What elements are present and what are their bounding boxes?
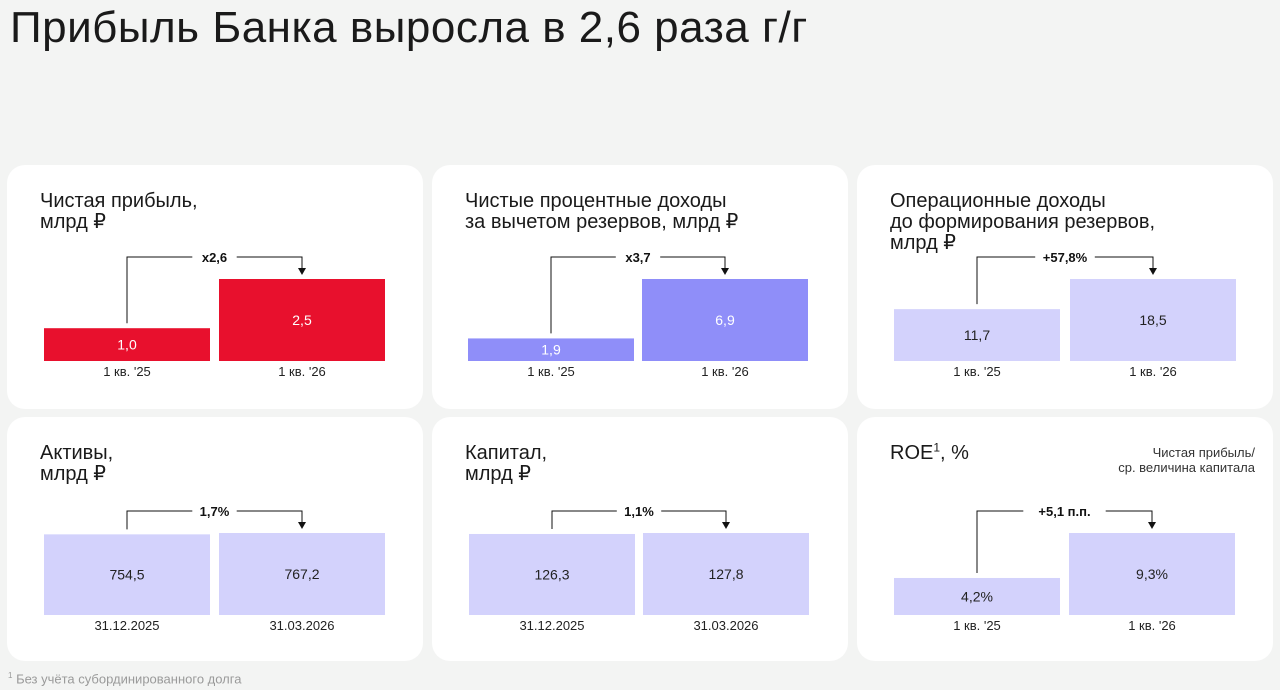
bar-value-label: 127,8	[708, 566, 743, 582]
arrow-down-icon	[722, 522, 730, 529]
category-label: 1 кв. '25	[527, 364, 575, 379]
chart-title-line: млрд ₽	[890, 232, 957, 254]
bar-value-label: 767,2	[284, 566, 319, 582]
arrow-down-icon	[721, 268, 729, 275]
bar-value-label: 6,9	[715, 312, 735, 328]
chart-title-line: млрд ₽	[465, 463, 532, 485]
change-connector: x3,7	[550, 248, 729, 334]
roe-formula-note: Чистая прибыль/ ср. величина капитала	[1118, 445, 1255, 475]
change-connector: x2,6	[126, 248, 306, 324]
bar-1	[894, 309, 1060, 361]
chart-title: Активы, млрд ₽	[40, 443, 113, 485]
arrow-down-icon	[1148, 522, 1156, 529]
change-label-bg	[1023, 502, 1106, 520]
change-label: 1,7%	[200, 504, 230, 519]
change-connector: 1,1%	[551, 502, 730, 529]
category-label: 1 кв. '25	[953, 364, 1001, 379]
chart-title: ROE1, %	[890, 440, 969, 464]
chart-title: Операционные доходы до формирования резе…	[890, 191, 1155, 254]
arrow-down-icon	[298, 268, 306, 275]
chart-title: Чистые процентные доходы за вычетом резе…	[465, 191, 738, 233]
chart-title-line: Активы,	[40, 442, 114, 464]
roe-bar-chart: 4,2% 1 кв. '25 9,3% 1 кв. '26 +5,1 п.п.	[894, 502, 1235, 633]
chart-card-net-profit: Чистая прибыль, млрд ₽ 1,0 1 кв. '25 2,5 1 …	[7, 165, 423, 409]
assets-bar-chart: 754,5 31.12.2025 767,2 31.03.2026 1,7%	[44, 502, 385, 633]
operating-income-bar-chart: 11,7 1 кв. '25 18,5 1 кв. '26 +57,8%	[894, 248, 1236, 379]
chart-title-line: млрд ₽	[40, 211, 107, 233]
chart-title-line: млрд ₽	[40, 463, 107, 485]
bar-2	[642, 279, 808, 361]
category-label: 1 кв. '26	[701, 364, 749, 379]
bar-value-label: 4,2%	[961, 588, 993, 604]
note-line: Чистая прибыль/	[1152, 445, 1255, 460]
bar-value-label: 9,3%	[1136, 566, 1168, 582]
note-line: ср. величина капитала	[1118, 460, 1255, 475]
change-label: x3,7	[625, 250, 650, 265]
bar-value-label: 11,7	[964, 327, 990, 343]
bar-value-label: 1,9	[541, 342, 561, 358]
bar-2	[1070, 279, 1236, 361]
footnote-text: Без учёта субординированного долга	[16, 671, 242, 687]
footnote-marker: 1	[933, 440, 941, 455]
footnote: 1 Без учёта субординированного долга	[8, 671, 241, 686]
bar-1	[44, 534, 210, 615]
net-interest-income-bar-chart: 1,9 1 кв. '25 6,9 1 кв. '26 x3,7	[468, 248, 808, 379]
change-label: 1,1%	[624, 504, 654, 519]
chart-card-operating-income: Операционные доходы до формирования резе…	[857, 165, 1273, 409]
bar-2	[643, 533, 809, 615]
bar-1	[469, 533, 635, 615]
chart-title-main: ROE	[890, 442, 934, 464]
capital-bar-chart: 126,3 31.12.2025 127,8 31.03.2026 1,1%	[469, 502, 809, 633]
change-label-bg	[616, 502, 662, 520]
chart-card-roe: ROE1, % Чистая прибыль/ ср. величина кап…	[857, 417, 1273, 661]
bar-value-label: 126,3	[534, 566, 569, 582]
chart-title-line: Операционные доходы	[890, 190, 1106, 212]
net-profit-bar-chart: 1,0 1 кв. '25 2,5 1 кв. '26 x2,6	[44, 248, 385, 379]
chart-title: Капитал, млрд ₽	[465, 443, 547, 485]
chart-title-unit: , %	[940, 442, 969, 464]
change-connector: 1,7%	[126, 502, 306, 530]
chart-card-net-interest-income: Чистые процентные доходы за вычетом резе…	[432, 165, 848, 409]
change-connector: +5,1 п.п.	[976, 502, 1156, 573]
bar-value-label: 754,5	[109, 567, 144, 583]
arrow-down-icon	[298, 522, 306, 529]
category-label: 1 кв. '26	[278, 364, 326, 379]
bar-2	[1069, 533, 1235, 615]
change-label-bg	[615, 248, 661, 266]
chart-title-line: Чистая прибыль,	[40, 190, 198, 212]
chart-card-assets: Активы, млрд ₽ 754,5 31.12.2025 767,2 31.03…	[7, 417, 423, 661]
bar-1	[468, 338, 634, 361]
chart-title: Чистая прибыль, млрд ₽	[40, 191, 198, 233]
category-label: 1 кв. '26	[1128, 618, 1176, 633]
footnote-mark: 1	[8, 671, 13, 680]
bar-1	[44, 328, 210, 361]
category-label: 1 кв. '25	[953, 618, 1001, 633]
change-label-bg	[192, 502, 237, 520]
change-label: +5,1 п.п.	[1038, 504, 1090, 519]
chart-title-line: Чистые процентные доходы	[465, 190, 727, 212]
bar-value-label: 18,5	[1139, 312, 1166, 328]
change-label-bg	[1035, 248, 1095, 266]
chart-title-line: за вычетом резервов, млрд ₽	[465, 211, 739, 233]
category-label: 31.12.2025	[94, 618, 159, 633]
chart-title-line: до формирования резервов,	[890, 211, 1156, 233]
chart-title-line: Капитал,	[465, 442, 548, 464]
arrow-down-icon	[1149, 268, 1157, 275]
category-label: 1 кв. '26	[1129, 364, 1177, 379]
bar-value-label: 2,5	[292, 312, 312, 328]
bar-1	[894, 577, 1060, 615]
bar-2	[219, 279, 385, 361]
page-title: Прибыль Банка выросла в 2,6 раза г/г	[10, 3, 808, 52]
change-label-bg	[192, 248, 237, 266]
bar-2	[219, 533, 385, 615]
change-label: x2,6	[202, 250, 227, 265]
category-label: 31.03.2026	[693, 618, 758, 633]
chart-card-capital: Капитал, млрд ₽ 126,3 31.12.2025 127,8 31.0…	[432, 417, 848, 661]
change-label: +57,8%	[1043, 250, 1088, 265]
change-connector: +57,8%	[976, 248, 1157, 305]
bar-value-label: 1,0	[117, 337, 137, 353]
category-label: 1 кв. '25	[103, 364, 151, 379]
category-label: 31.12.2025	[519, 618, 584, 633]
category-label: 31.03.2026	[269, 618, 334, 633]
